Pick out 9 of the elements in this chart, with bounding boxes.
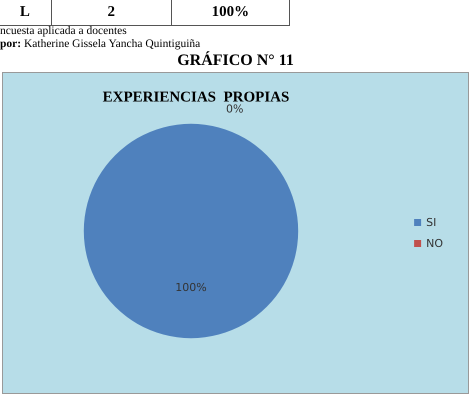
legend-label: SI [426, 216, 436, 229]
text: 100% [210, 3, 250, 22]
text: L [0, 0, 52, 25]
legend-label: NO [426, 237, 444, 250]
text: 2 [52, 0, 172, 25]
text: ncuesta aplicada a docentes [0, 25, 127, 37]
chart-subtitle: GRÁFICO N° 11 [176, 52, 295, 70]
text: por: Katherine Gissela Yancha Quintiguiña [0, 38, 200, 50]
data-label: 100% [175, 281, 207, 294]
